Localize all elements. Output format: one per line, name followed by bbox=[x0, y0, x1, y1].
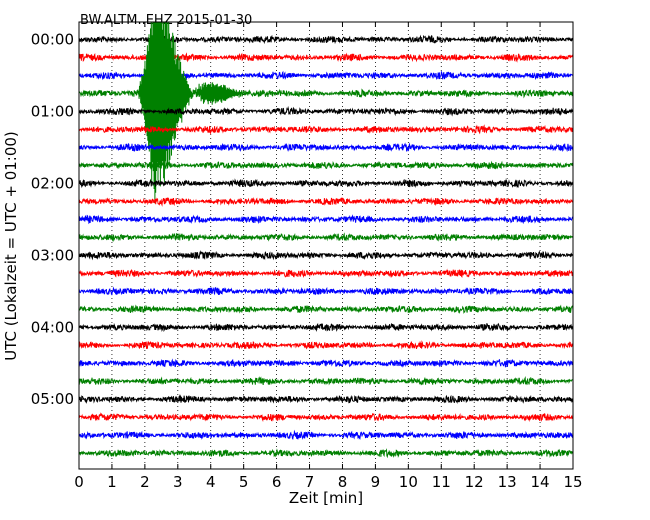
x-tick-label: 15 bbox=[563, 473, 582, 491]
trace-line-0500 bbox=[79, 393, 573, 404]
trace-line-0145 bbox=[79, 160, 573, 170]
trace-line-0100 bbox=[79, 105, 573, 117]
trace-line-0215 bbox=[79, 196, 573, 207]
x-tick-label: 4 bbox=[206, 473, 216, 491]
y-tick-label: 02:00 bbox=[31, 174, 74, 192]
x-tick-label: 10 bbox=[399, 473, 418, 491]
trace-line-0415 bbox=[79, 340, 573, 350]
trace-line-0130 bbox=[79, 142, 573, 153]
trace-line-0300 bbox=[79, 250, 573, 261]
x-tick-label: 14 bbox=[531, 473, 550, 491]
x-tick-label: 11 bbox=[432, 473, 451, 491]
x-tick-label: 3 bbox=[173, 473, 183, 491]
y-tick-label: 03:00 bbox=[31, 246, 74, 264]
y-tick-label: 04:00 bbox=[31, 318, 74, 336]
x-tick-label: 1 bbox=[107, 473, 117, 491]
trace-line-0545 bbox=[79, 448, 573, 459]
x-tick-label: 12 bbox=[465, 473, 484, 491]
trace-line-0530 bbox=[79, 429, 573, 440]
y-axis-label: UTC (Lokalzeit = UTC + 01:00) bbox=[2, 131, 20, 361]
x-tick-label: 2 bbox=[140, 473, 150, 491]
plot-frame bbox=[78, 21, 574, 470]
trace-line-0200 bbox=[79, 178, 573, 189]
trace-line-0445 bbox=[79, 376, 573, 386]
y-tick-label: 01:00 bbox=[31, 102, 74, 120]
x-tick-label: 0 bbox=[74, 473, 84, 491]
chart-title: BW.ALTM..EHZ 2015-01-30 bbox=[80, 13, 252, 28]
x-tick-label: 9 bbox=[371, 473, 381, 491]
trace-line-0115 bbox=[79, 124, 573, 136]
trace-line-0515 bbox=[79, 412, 573, 422]
trace-line-0345 bbox=[79, 304, 573, 315]
x-axis: 0 1 2 3 4 5 6 7 8 9 10 11 12 13 14 15 bbox=[74, 22, 583, 491]
trace-line-0045 bbox=[79, 22, 573, 204]
trace-line-0230 bbox=[79, 214, 573, 225]
trace-group bbox=[79, 22, 573, 459]
x-tick-label: 7 bbox=[305, 473, 315, 491]
x-tick-label: 8 bbox=[338, 473, 348, 491]
x-axis-label: Zeit [min] bbox=[289, 489, 363, 507]
x-tick-label: 13 bbox=[498, 473, 517, 491]
grid-lines bbox=[111, 22, 541, 469]
trace-line-0430 bbox=[79, 358, 573, 368]
trace-line-0400 bbox=[79, 322, 573, 333]
y-tick-label: 00:00 bbox=[31, 30, 74, 48]
x-tick-label: 6 bbox=[272, 473, 282, 491]
y-tick-label: 05:00 bbox=[31, 390, 74, 408]
trace-line-0245 bbox=[79, 232, 573, 243]
x-tick-label: 5 bbox=[239, 473, 249, 491]
trace-line-0315 bbox=[79, 268, 573, 278]
y-axis: 00:00 01:00 02:00 03:00 04:00 05:00 bbox=[31, 30, 573, 408]
trace-line-0330 bbox=[79, 286, 573, 296]
